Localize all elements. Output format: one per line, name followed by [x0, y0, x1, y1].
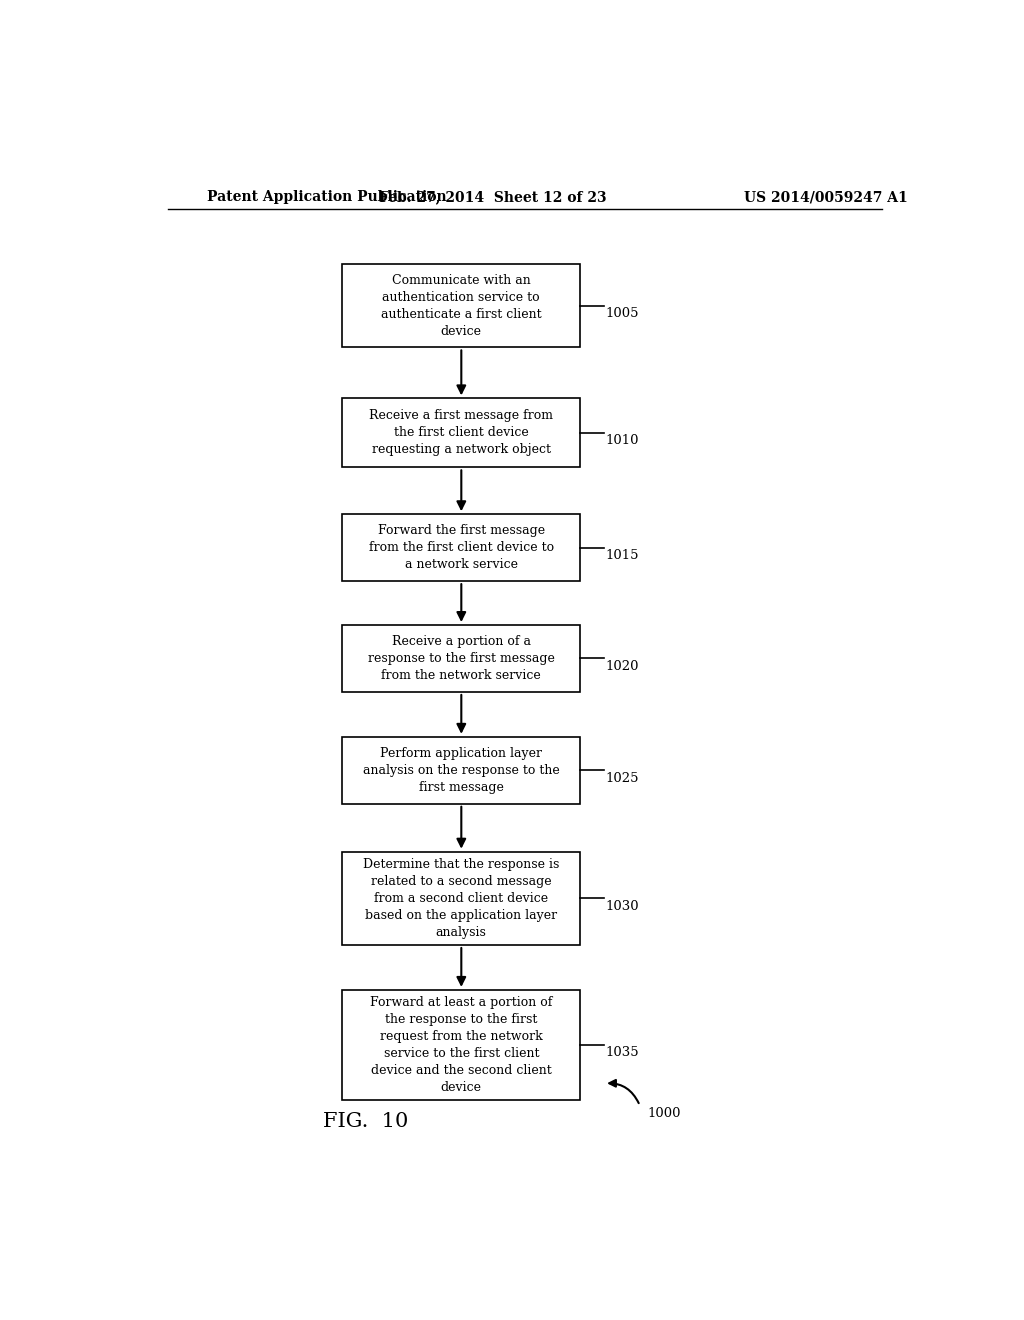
FancyBboxPatch shape: [342, 851, 581, 945]
Text: Forward at least a portion of
the response to the first
request from the network: Forward at least a portion of the respon…: [370, 995, 553, 1094]
Text: 1025: 1025: [606, 772, 639, 785]
Text: Receive a first message from
the first client device
requesting a network object: Receive a first message from the first c…: [370, 409, 553, 457]
Text: 1010: 1010: [606, 434, 639, 447]
FancyBboxPatch shape: [342, 264, 581, 347]
Text: 1030: 1030: [606, 900, 639, 913]
Text: FIG.  10: FIG. 10: [324, 1113, 409, 1131]
FancyBboxPatch shape: [342, 624, 581, 692]
Text: Perform application layer
analysis on the response to the
first message: Perform application layer analysis on th…: [362, 747, 560, 793]
Text: 1000: 1000: [648, 1107, 681, 1121]
Text: 1020: 1020: [606, 660, 639, 673]
FancyBboxPatch shape: [342, 399, 581, 467]
FancyBboxPatch shape: [342, 737, 581, 804]
Text: 1035: 1035: [606, 1047, 639, 1060]
Text: Determine that the response is
related to a second message
from a second client : Determine that the response is related t…: [364, 858, 559, 939]
Text: Feb. 27, 2014  Sheet 12 of 23: Feb. 27, 2014 Sheet 12 of 23: [379, 190, 607, 205]
Text: Patent Application Publication: Patent Application Publication: [207, 190, 447, 205]
FancyBboxPatch shape: [342, 515, 581, 581]
Text: Communicate with an
authentication service to
authenticate a first client
device: Communicate with an authentication servi…: [381, 273, 542, 338]
Text: US 2014/0059247 A1: US 2014/0059247 A1: [744, 190, 908, 205]
FancyBboxPatch shape: [342, 990, 581, 1100]
Text: 1015: 1015: [606, 549, 639, 562]
Text: Forward the first message
from the first client device to
a network service: Forward the first message from the first…: [369, 524, 554, 572]
Text: Receive a portion of a
response to the first message
from the network service: Receive a portion of a response to the f…: [368, 635, 555, 682]
Text: 1005: 1005: [606, 308, 639, 321]
